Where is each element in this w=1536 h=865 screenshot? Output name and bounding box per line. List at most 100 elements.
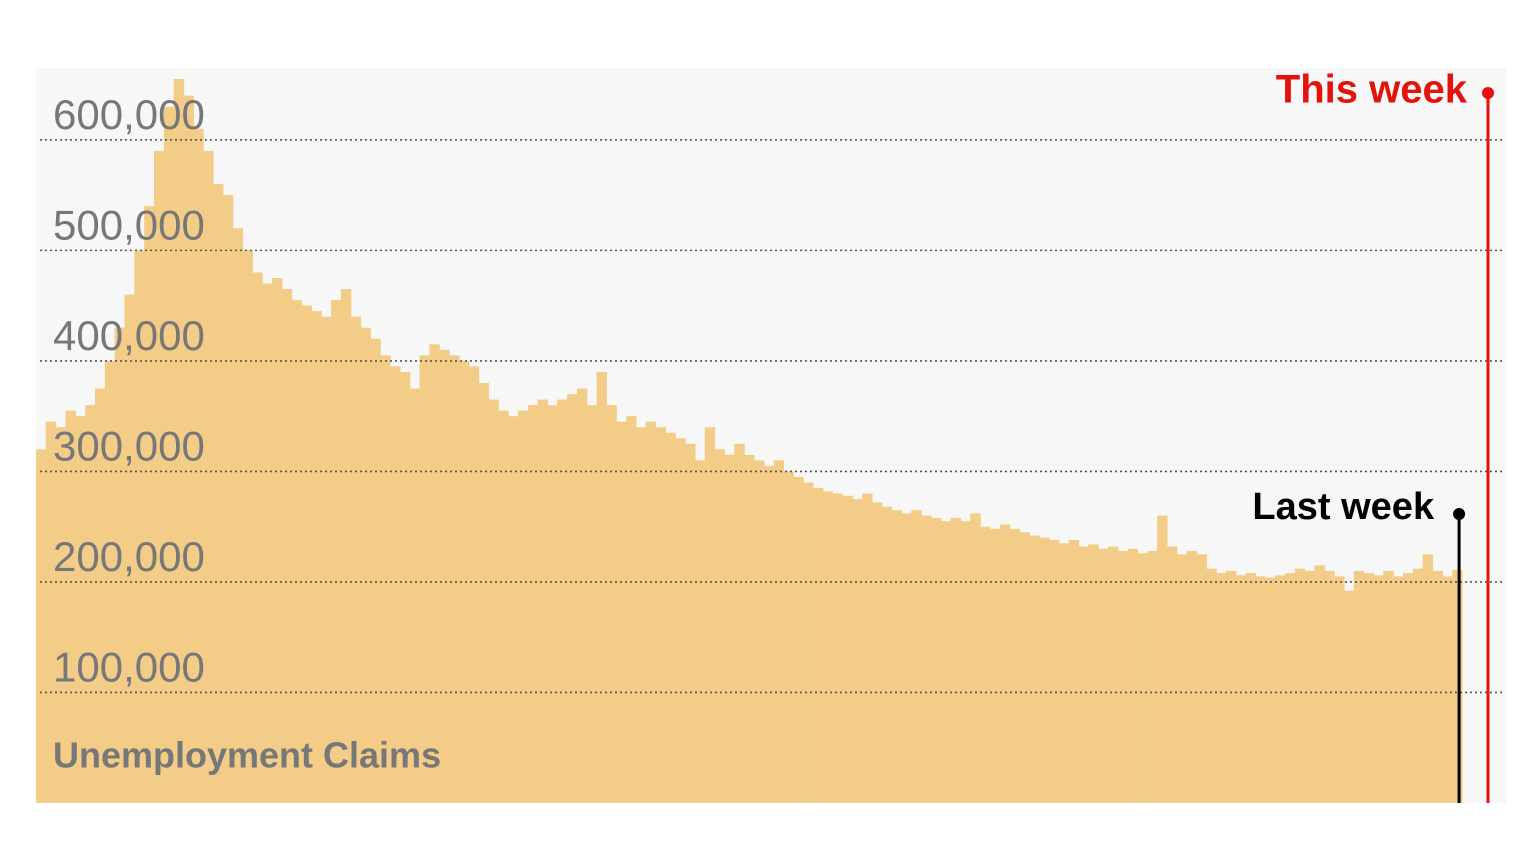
bar [409,388,421,803]
bar [154,150,165,804]
bar [665,432,676,803]
bar [675,438,686,803]
bar [862,493,873,803]
bar [871,502,883,803]
bar [183,95,194,803]
bar [232,228,244,803]
bar [281,289,293,804]
bar [252,272,263,803]
bar [1265,577,1276,803]
bar [468,366,480,803]
bar [901,513,912,803]
bar [1186,551,1198,803]
bar [1334,576,1345,803]
bar [1373,575,1384,803]
bar [940,521,952,803]
bar [1294,568,1306,803]
bar [1216,573,1227,803]
bar [685,443,696,803]
y-tick-label: 400,000 [53,312,205,359]
bar [291,300,303,803]
bar [1432,570,1443,803]
bar [65,410,76,803]
bar [626,416,637,803]
bar [1068,539,1080,803]
bar [1039,537,1050,803]
bar [616,421,627,803]
bar [1255,576,1266,803]
bar [1402,573,1414,803]
bar [980,526,991,803]
bar [586,405,598,803]
bar [557,399,568,803]
bar [488,399,499,803]
bar [881,506,893,803]
bar [439,349,450,803]
bar [1412,568,1424,803]
bar [1206,568,1217,803]
bar [1157,515,1168,803]
bar [203,150,214,804]
bar [360,327,371,803]
bar [930,517,942,803]
bar [999,524,1011,803]
bar [724,454,735,803]
bar [1324,570,1335,803]
y-tick-label: 300,000 [53,423,205,470]
bar [783,471,794,803]
bar [399,371,411,803]
last-week-label: Last week [1252,486,1435,528]
bar [75,416,86,803]
bar [301,305,312,803]
bar [242,250,253,804]
bar [753,460,765,803]
y-tick-label: 100,000 [53,644,205,691]
last-week-dot [1453,508,1466,520]
bar [812,488,824,803]
bar [213,184,224,804]
bar [1098,548,1109,803]
bar [163,106,175,804]
bar [144,206,155,803]
bar [1088,544,1099,803]
bar [1166,546,1178,803]
bar [1452,569,1463,803]
bar [36,449,47,803]
bar [1058,543,1070,803]
bar [921,515,932,803]
bar [55,427,67,803]
bar [272,278,283,803]
bar [1393,576,1404,803]
bar [960,521,971,803]
bar [822,491,834,803]
bar [331,300,342,803]
bar [134,250,145,804]
bar [773,460,785,803]
bar [370,338,381,803]
bar [694,460,706,803]
bar [911,510,922,803]
this-week-dot [1482,87,1494,99]
bar [1127,548,1139,803]
bar [1383,570,1394,803]
bar [114,327,126,803]
bar [124,294,135,803]
bar [1048,539,1060,803]
bar [498,410,509,803]
bar [1304,570,1316,803]
bar [1019,532,1030,803]
bar [478,383,489,803]
bar [1029,535,1040,803]
chart-title: Unemployment Claims [53,735,441,776]
bar [173,79,185,804]
bar [1353,570,1365,803]
bar [744,454,755,803]
bar [842,495,853,803]
bar [547,405,558,803]
bar [1009,528,1021,803]
bar [1275,575,1286,803]
bar [803,482,814,803]
bar [262,283,273,803]
bar [537,399,548,803]
